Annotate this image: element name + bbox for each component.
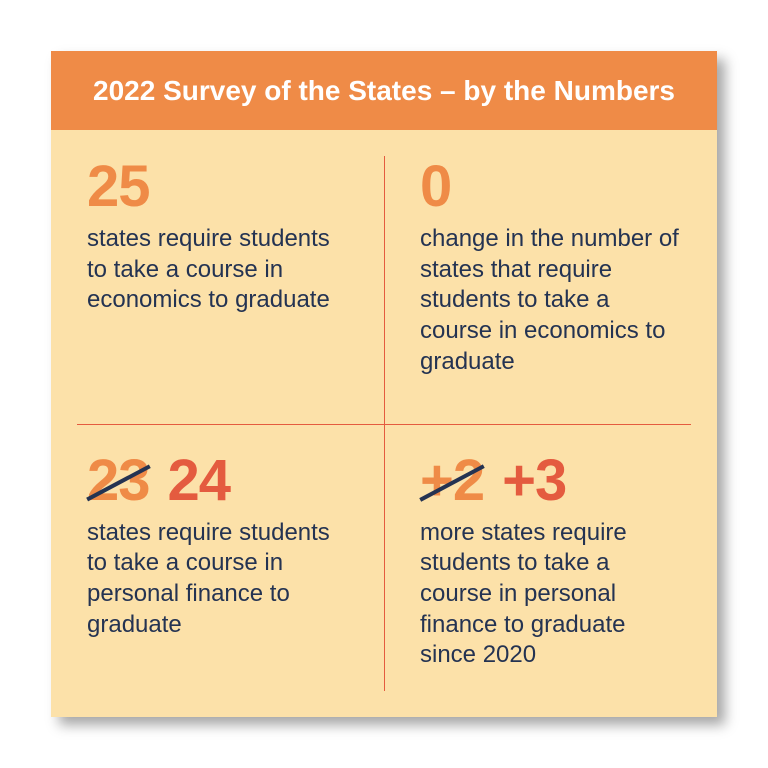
infographic-card: 2022 Survey of the States – by the Numbe… [51,51,717,717]
old-number-wrap: +2 [420,452,484,510]
stat-new-number: +3 [502,452,566,510]
cell-bottom-right: +2 +3 more states require students to ta… [384,424,717,718]
stat-number: 25 [87,158,150,216]
old-number-wrap: 23 [87,452,150,510]
stat-new-number: 24 [168,452,231,510]
header-title: 2022 Survey of the States – by the Numbe… [93,75,675,106]
horizontal-divider [77,424,691,425]
number-row: 0 [420,158,681,216]
card-header: 2022 Survey of the States – by the Numbe… [51,51,717,130]
stat-number: 0 [420,158,451,216]
number-row: 23 24 [87,452,348,510]
number-row: +2 +3 [420,452,681,510]
number-row: 25 [87,158,348,216]
stat-description: change in the number of states that requ… [420,224,681,378]
stat-description: states require students to take a course… [87,224,348,316]
stat-description: more states require students to take a c… [420,518,681,672]
cell-top-right: 0 change in the number of states that re… [384,130,717,424]
stats-grid: 25 states require students to take a cou… [51,130,717,717]
stat-description: states require students to take a course… [87,518,348,641]
cell-bottom-left: 23 24 states require students to take a … [51,424,384,718]
cell-top-left: 25 states require students to take a cou… [51,130,384,424]
